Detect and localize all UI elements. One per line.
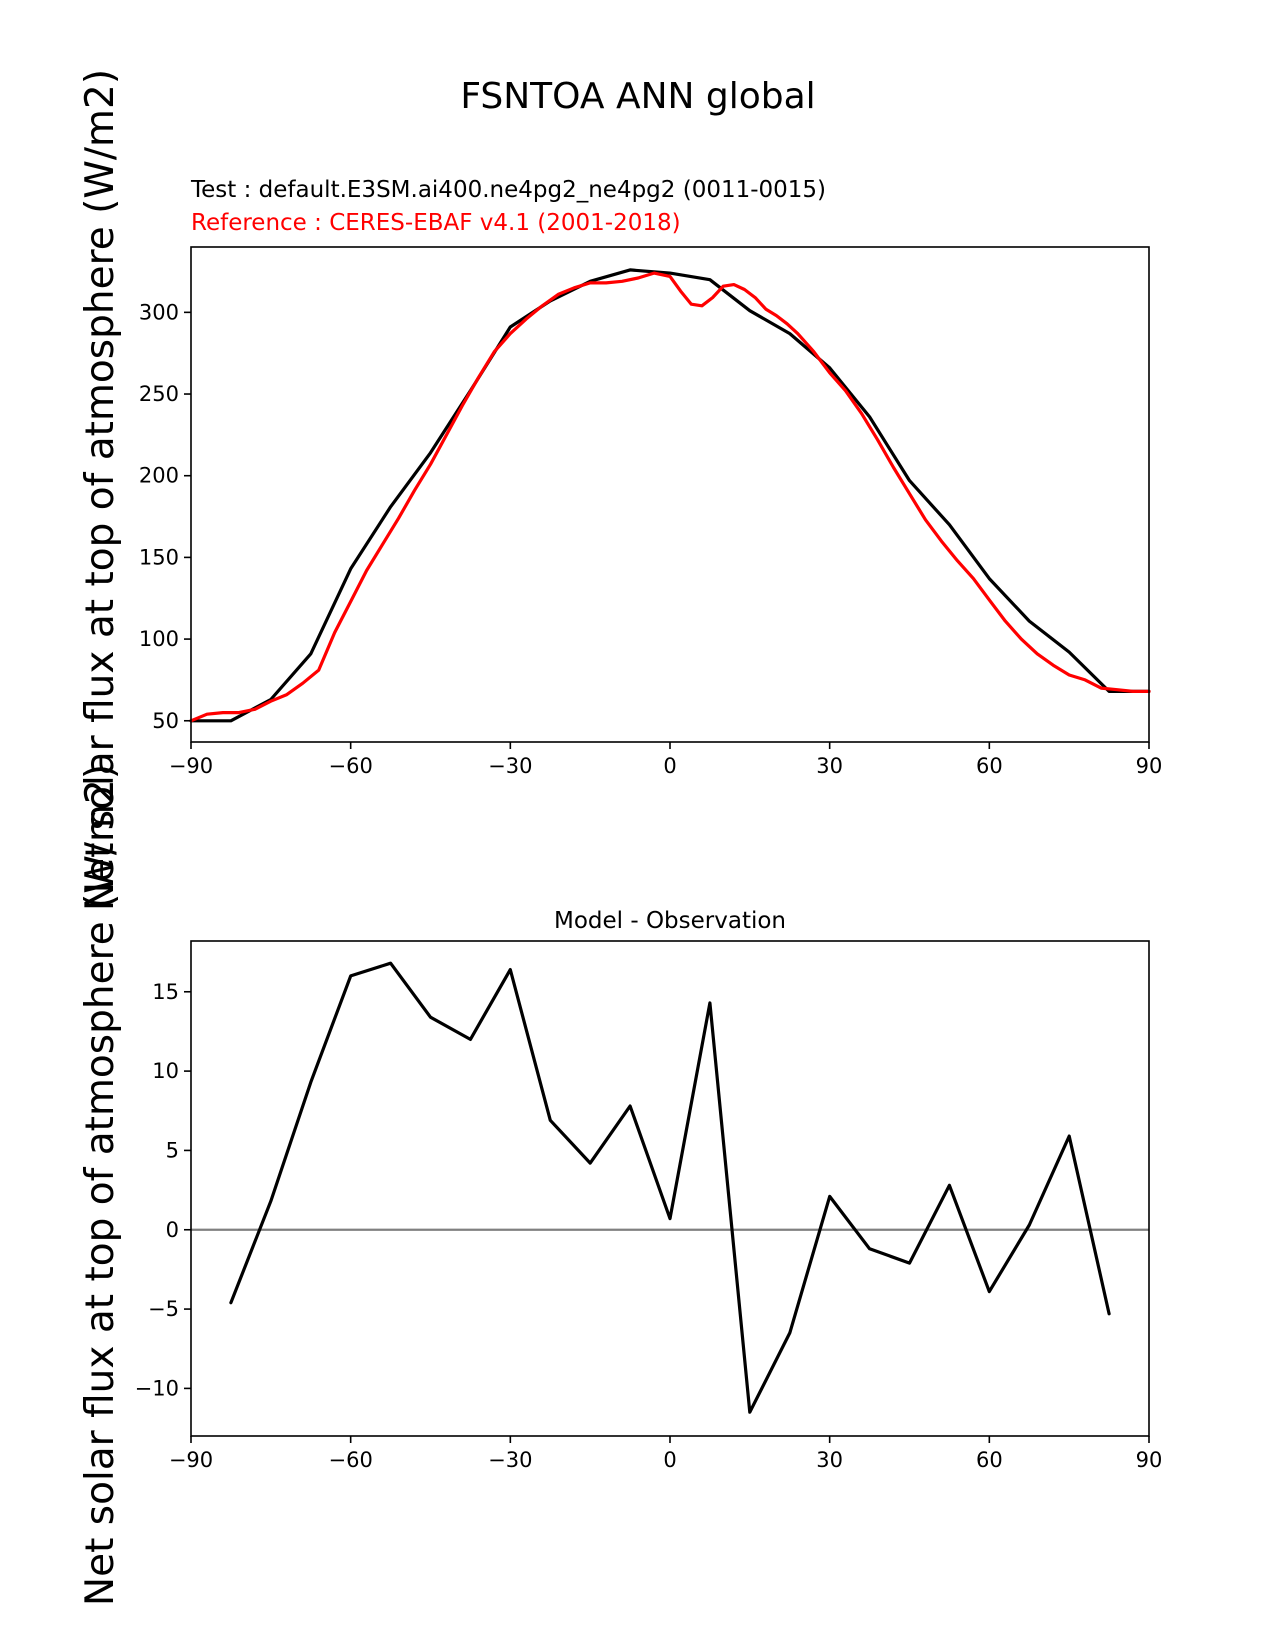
bottom-x-axis: −90 −60 −30 0 30 60 90 bbox=[169, 1436, 1163, 1472]
bottom-x-tick-label: −90 bbox=[169, 1448, 213, 1472]
figure-title: FSNTOA ANN global bbox=[460, 76, 815, 117]
top-x-tick-label: 30 bbox=[816, 754, 843, 778]
top-x-tick-label: 60 bbox=[976, 754, 1003, 778]
bottom-x-tick-label: 60 bbox=[976, 1448, 1003, 1472]
top-y-tick-label: 300 bbox=[139, 300, 179, 324]
bottom-x-tick-label: 90 bbox=[1136, 1448, 1163, 1472]
top-series-line-1 bbox=[189, 271, 1151, 723]
top-x-tick-label: 0 bbox=[663, 754, 676, 778]
reference-label: Reference : CERES-EBAF v4.1 (2001-2018) bbox=[191, 210, 681, 236]
bottom-x-tick-label: −30 bbox=[488, 1448, 532, 1472]
bottom-y-tick-label: 5 bbox=[166, 1138, 179, 1162]
top-y-tick-label: 250 bbox=[139, 382, 179, 406]
bottom-y-tick-label: 0 bbox=[166, 1218, 179, 1242]
top-y-axis-label: Net solar flux at top of atmosphere (W/m… bbox=[78, 69, 123, 911]
bottom-y-tick-label: −5 bbox=[148, 1297, 179, 1321]
bottom-series-line-0 bbox=[229, 961, 1111, 1414]
bottom-series-group bbox=[229, 961, 1111, 1414]
top-series-line-0 bbox=[189, 268, 1151, 723]
top-series-group bbox=[189, 268, 1151, 723]
bottom-y-tick-label: 10 bbox=[152, 1059, 179, 1083]
top-x-tick-label: −30 bbox=[488, 754, 532, 778]
top-y-tick-label: 150 bbox=[139, 545, 179, 569]
bottom-panel-title: Model - Observation bbox=[554, 908, 786, 934]
top-y-tick-label: 50 bbox=[152, 709, 179, 733]
bottom-x-tick-label: 0 bbox=[663, 1448, 676, 1472]
bottom-y-axis: −10 −5 0 5 10 15 bbox=[135, 980, 191, 1400]
bottom-x-tick-label: −60 bbox=[329, 1448, 373, 1472]
test-label: Test : default.E3SM.ai400.ne4pg2_ne4pg2 … bbox=[190, 177, 826, 203]
top-x-tick-label: 90 bbox=[1136, 754, 1163, 778]
top-y-tick-label: 200 bbox=[139, 464, 179, 488]
top-x-tick-label: −90 bbox=[169, 754, 213, 778]
bottom-y-axis-label: Net solar flux at top of atmosphere (W/m… bbox=[78, 764, 123, 1606]
top-y-tick-label: 100 bbox=[139, 627, 179, 651]
top-y-axis: 50 100 150 200 250 300 bbox=[139, 300, 191, 733]
bottom-panel: Model - Observation −90 −60 −30 0 30 60 90 −10… bbox=[135, 908, 1163, 1472]
bottom-x-tick-label: 30 bbox=[816, 1448, 843, 1472]
top-panel: −90 −60 −30 0 30 60 90 50 100 150 200 250 300 bbox=[139, 246, 1163, 778]
bottom-y-tick-label: −10 bbox=[135, 1376, 179, 1400]
bottom-y-tick-label: 15 bbox=[152, 980, 179, 1004]
top-x-tick-label: −60 bbox=[329, 754, 373, 778]
top-x-axis: −90 −60 −30 0 30 60 90 bbox=[169, 742, 1163, 778]
